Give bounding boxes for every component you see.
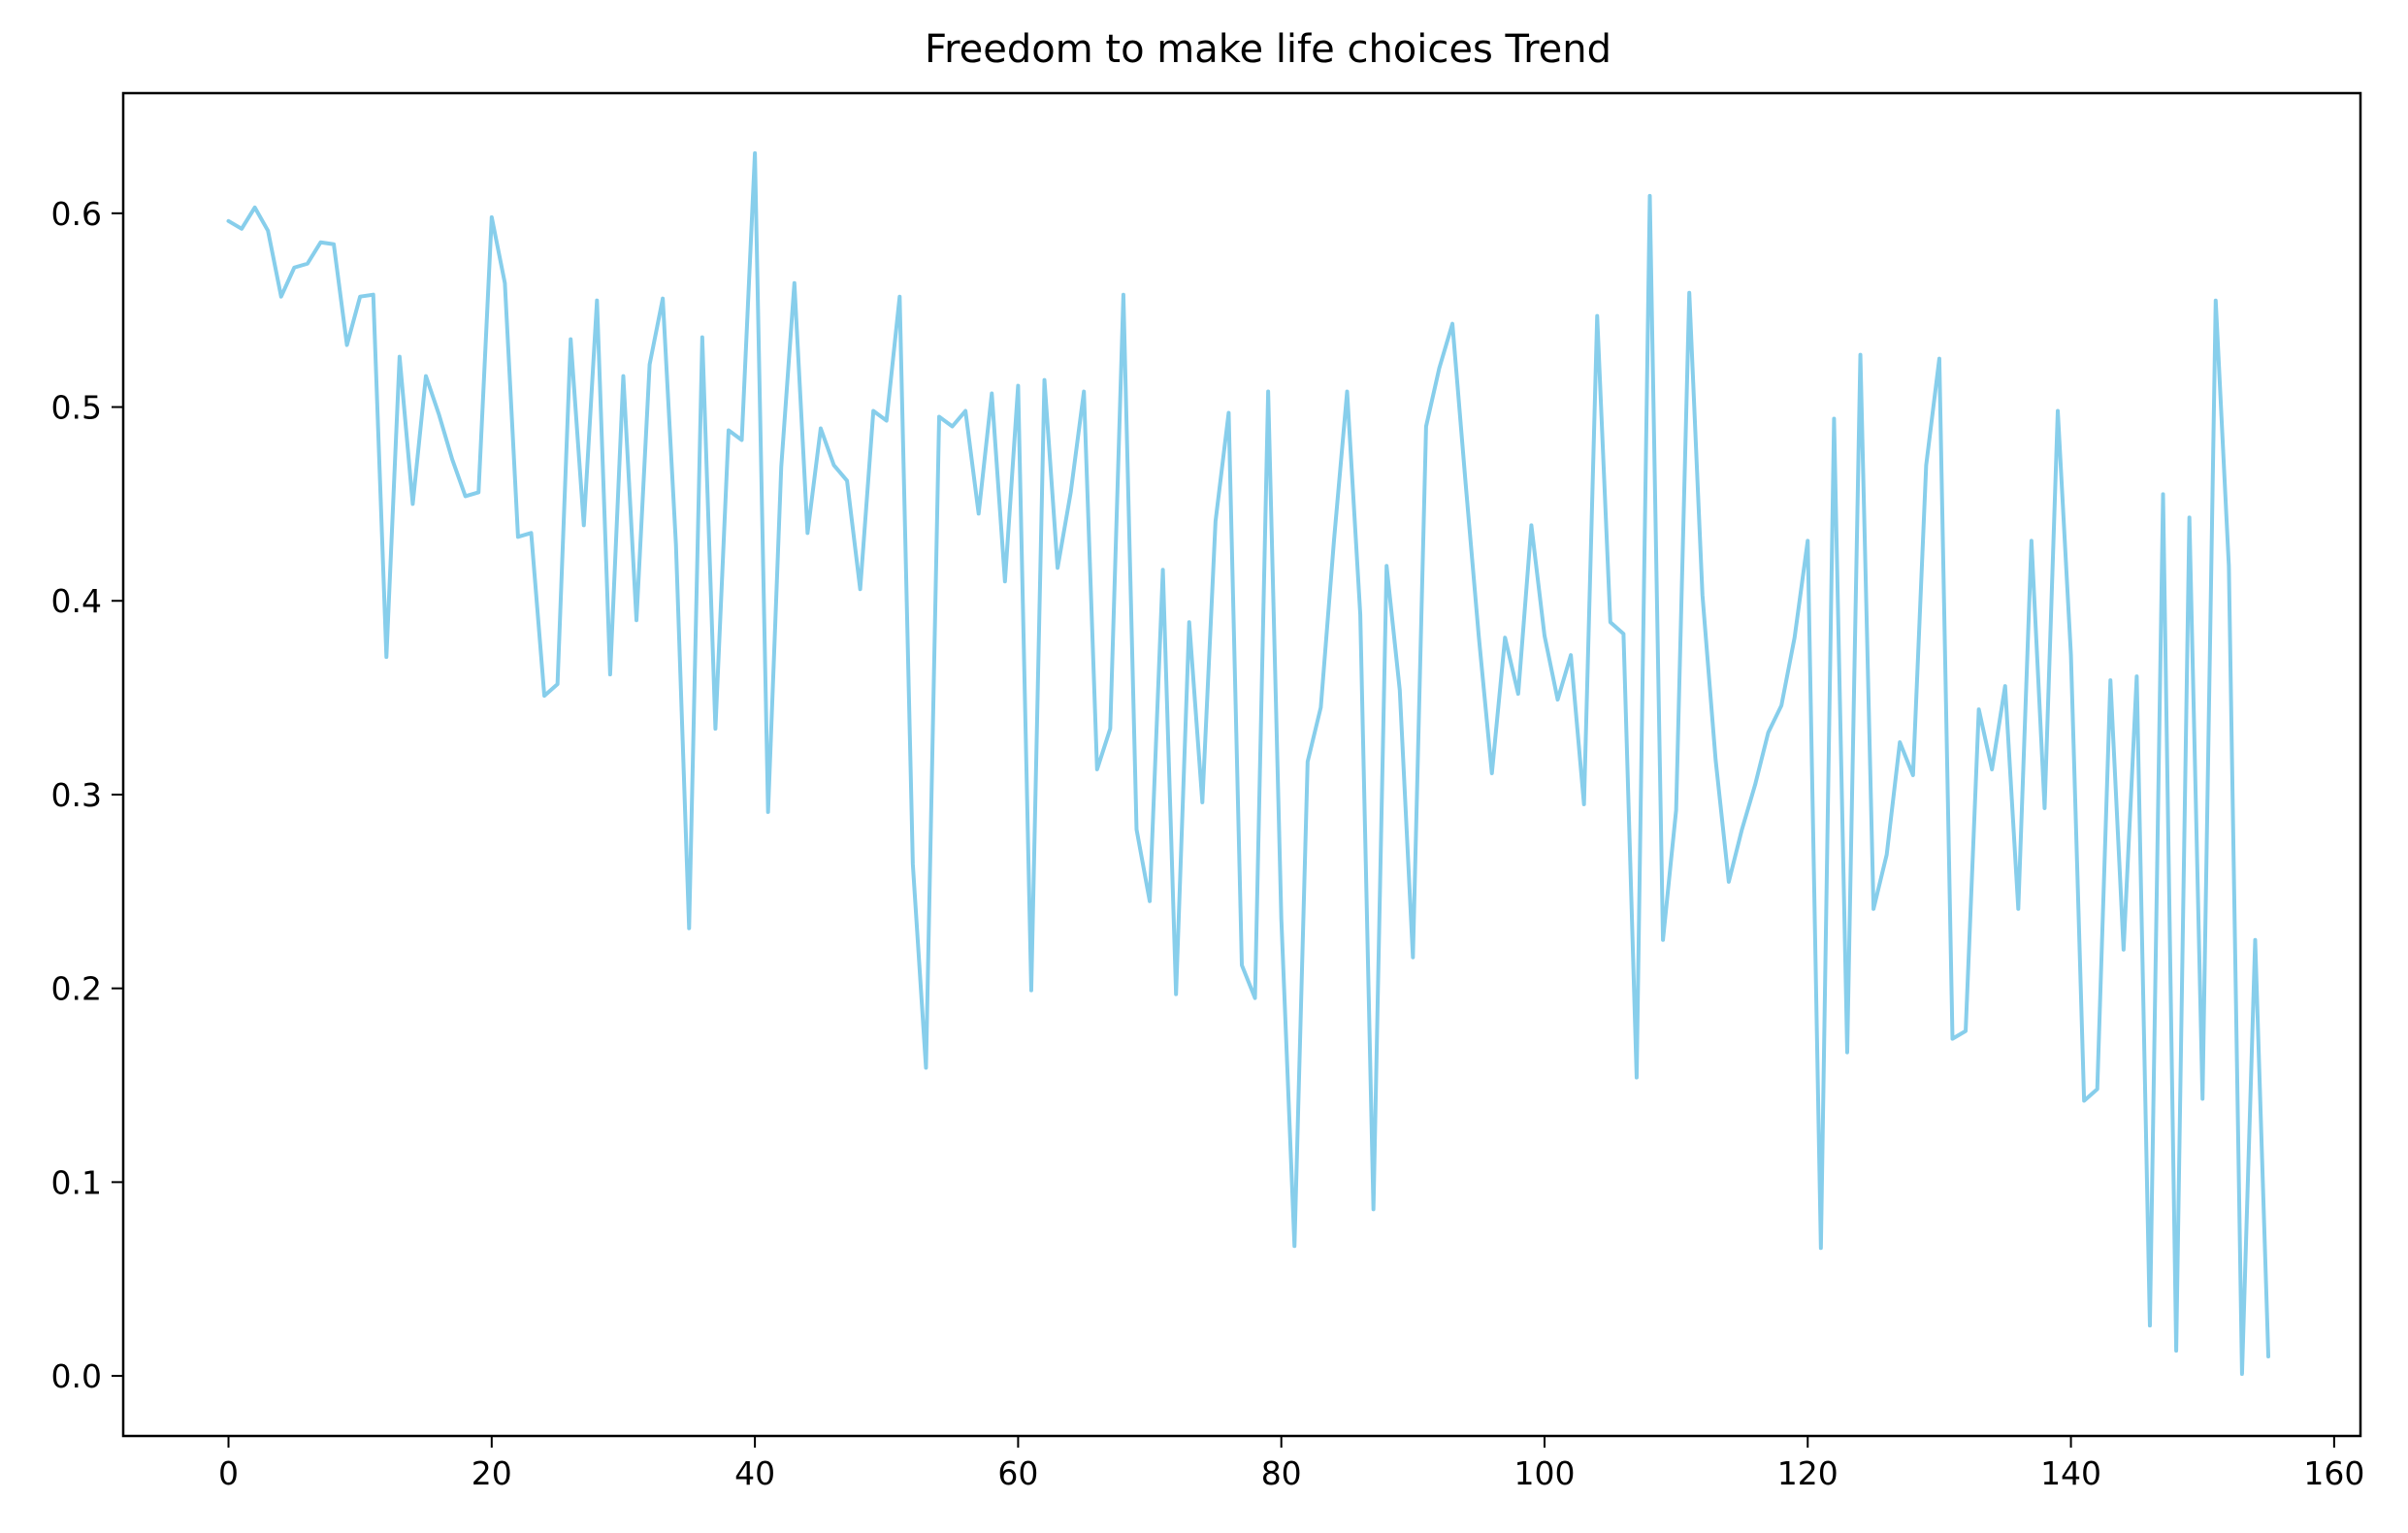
y-tick-label: 0.4: [51, 582, 102, 620]
y-axis: 0.0 0.1 0.2 0.3 0.4 0.5 0.6: [51, 195, 123, 1395]
x-axis: 0 20 40 60 80 100 120 140 160: [218, 1436, 2364, 1492]
x-tick-label: 100: [1513, 1454, 1575, 1492]
x-tick-label: 80: [1261, 1454, 1302, 1492]
plot-area-frame: [121, 91, 2362, 1438]
x-tick-label: 40: [734, 1454, 775, 1492]
y-tick-label: 0.3: [51, 776, 102, 814]
y-tick-label: 0.0: [51, 1357, 102, 1395]
x-tick-label: 140: [2040, 1454, 2101, 1492]
x-tick-label: 0: [218, 1454, 239, 1492]
series-line: [226, 150, 2271, 1377]
y-tick-label: 0.1: [51, 1163, 102, 1201]
x-tick-label: 20: [472, 1454, 512, 1492]
y-tick-label: 0.6: [51, 195, 102, 233]
x-tick-label: 160: [2303, 1454, 2364, 1492]
y-tick-label: 0.2: [51, 970, 102, 1008]
y-tick-label: 0.5: [51, 389, 102, 427]
chart-title: Freedom to make life choices Trend: [925, 27, 1611, 72]
x-tick-label: 60: [997, 1454, 1038, 1492]
series-layer: [226, 150, 2271, 1377]
x-tick-label: 120: [1777, 1454, 1839, 1492]
